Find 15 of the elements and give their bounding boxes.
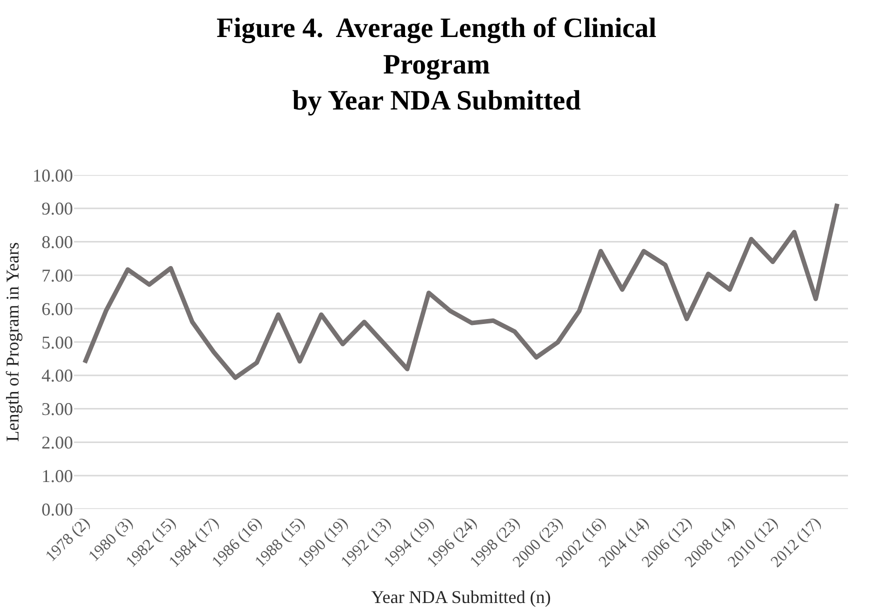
y-tick-label: 5.00 xyxy=(42,332,73,352)
y-tick-label: 7.00 xyxy=(42,266,73,286)
chart-title: Figure 4. Average Length of Clinical Program by Year NDA Submitted xyxy=(216,12,657,117)
y-tick-label: 8.00 xyxy=(42,232,73,252)
y-tick-label: 10.00 xyxy=(32,165,73,186)
y-axis-title: Length of Program in Years xyxy=(2,242,23,442)
line-series xyxy=(82,201,840,380)
y-tick-label: 1.00 xyxy=(42,466,73,486)
y-tick-label: 6.00 xyxy=(42,298,73,319)
y-tick-label: 4.00 xyxy=(42,366,73,386)
y-tick-label: 9.00 xyxy=(42,198,73,219)
y-tick-label: 2.00 xyxy=(42,432,73,452)
x-axis-title: Year NDA Submitted (n) xyxy=(371,586,551,607)
y-tick-label: 3.00 xyxy=(42,399,73,420)
y-tick-label: 0.00 xyxy=(42,499,73,520)
